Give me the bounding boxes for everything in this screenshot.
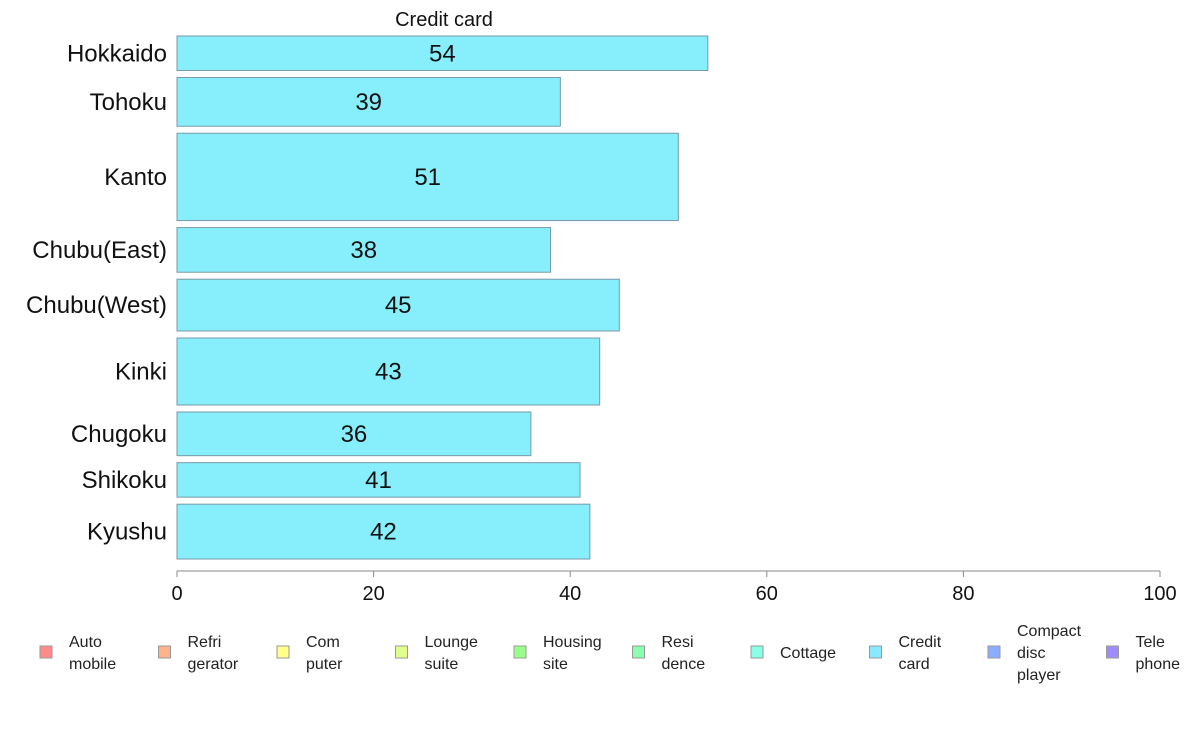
category-label: Kyushu [87,519,167,546]
legend-swatch [869,645,882,659]
bar-value-label: 42 [370,519,397,546]
legend-swatch [158,645,171,659]
bar-shikoku [176,462,581,498]
category-label: Chubu(West) [26,292,167,319]
category-labels: Hokkaido Tohoku Kanto Chubu(East) Chubu(West… [26,40,167,545]
legend-label: Compact disc player [1017,623,1082,684]
legend-item: Resi dence [632,634,706,673]
bar-chugoku [176,411,532,457]
legend-swatch [750,645,764,659]
legend-item: Lounge suite [395,634,478,673]
legend-item: Refri gerator [158,634,239,673]
legend-swatch [1106,645,1119,659]
legend-item: Cottage [750,645,836,662]
legend-item: Credit card [869,634,942,673]
x-tick-label: 20 [362,583,384,605]
bar-value-label: 45 [385,292,412,319]
bar-tohoku [176,77,561,127]
legend-swatch [276,645,290,659]
legend-item: Tele phone [1106,634,1181,673]
legend-label: Com puter [306,634,343,673]
category-label: Kinki [115,359,167,386]
category-label: Chugoku [71,421,167,448]
bar-value-label: 54 [429,40,456,67]
bar-kinki [176,337,601,406]
legend-label: Credit card [899,634,942,673]
category-label: Tohoku [90,89,167,116]
bar-chubu-east- [176,227,552,273]
legend-label: Tele phone [1136,634,1181,673]
legend-item: Housing site [513,634,602,673]
x-tick-label: 60 [756,583,778,605]
legend-label: Cottage [780,645,836,662]
legend-label: Refri gerator [188,634,239,673]
legend-swatch [987,645,1001,659]
legend-swatch [395,645,408,659]
legend-swatch [513,645,527,659]
x-axis: 0 20 40 60 80 100 [171,570,1177,605]
legend-swatch [632,645,645,659]
category-label: Hokkaido [67,40,167,67]
legend-item: Com puter [276,634,343,673]
category-label: Shikoku [82,467,167,494]
bar-value-label: 41 [365,467,392,494]
chart-title: Credit card [395,9,493,31]
legend: Auto mobile Refri gerator Com puter Lounge suit… [39,623,1181,684]
bars-group [176,35,709,560]
bar-value-label: 38 [350,237,377,264]
bar-value-labels: 54 39 51 38 45 43 36 41 42 [341,40,456,545]
category-label: Kanto [104,164,167,191]
bar-chubu-west- [176,278,620,332]
legend-item: Compact disc player [987,623,1082,684]
legend-label: Resi dence [662,634,706,673]
bar-hokkaido [176,35,709,72]
legend-swatch [39,645,53,659]
x-tick-label: 80 [952,583,974,605]
x-tick-label: 100 [1143,583,1176,605]
bar-value-label: 39 [355,89,382,116]
bar-kanto [176,132,679,222]
bar-value-label: 43 [375,359,402,386]
legend-item: Auto mobile [39,634,116,673]
bar-kyushu [176,503,591,560]
bar-value-label: 51 [414,164,441,191]
x-tick-label: 0 [171,583,182,605]
legend-label: Auto mobile [69,634,116,673]
legend-label: Lounge suite [425,634,478,673]
bar-value-label: 36 [341,421,368,448]
category-label: Chubu(East) [32,237,167,264]
x-tick-label: 40 [559,583,581,605]
legend-label: Housing site [543,634,602,673]
